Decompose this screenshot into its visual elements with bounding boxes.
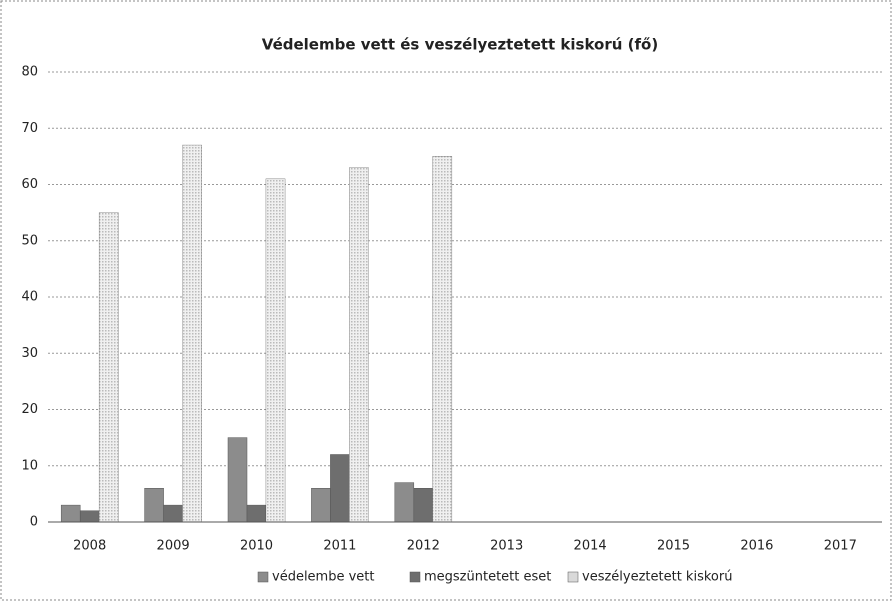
y-tick-label: 20 (21, 402, 38, 417)
legend-label: veszélyeztetett kiskorú (582, 570, 732, 585)
x-tick-label: 2009 (157, 539, 190, 554)
y-tick-label: 10 (21, 458, 38, 473)
x-tick-label: 2008 (73, 539, 106, 554)
legend-swatch (257, 571, 269, 583)
legend-label: megszüntetett eset (424, 570, 551, 585)
bar-texture (349, 167, 369, 522)
x-tick-label: 2014 (574, 539, 607, 554)
y-tick-label: 50 (21, 233, 38, 248)
x-tick-label: 2015 (657, 539, 690, 554)
x-tick-label: 2013 (490, 539, 523, 554)
bar-texture (182, 145, 202, 522)
legend-label: védelembe vett (272, 570, 374, 585)
bar-texture (432, 156, 452, 522)
y-tick-label: 60 (21, 177, 38, 192)
y-tick-label: 30 (21, 346, 38, 361)
bar (246, 504, 267, 523)
chart-title: Védelembe vett és veszélyeztetett kiskor… (262, 36, 658, 54)
bar (227, 437, 248, 523)
bar-texture (266, 178, 285, 522)
bar (394, 482, 415, 523)
bar (144, 488, 164, 523)
x-tick-label: 2010 (240, 539, 273, 554)
bar (163, 504, 183, 523)
x-tick-label: 2012 (407, 539, 440, 554)
x-tick-label: 2011 (323, 539, 356, 554)
y-tick-label: 40 (21, 290, 38, 305)
bar (311, 488, 331, 523)
legend-swatch (567, 571, 579, 583)
legend-swatch (409, 571, 421, 583)
bar (60, 504, 81, 523)
x-tick-label: 2017 (824, 539, 857, 554)
y-tick-label: 0 (30, 515, 38, 530)
y-tick-label: 80 (21, 65, 38, 80)
x-tick-label: 2016 (740, 539, 773, 554)
bar (330, 454, 350, 523)
bar (413, 488, 434, 523)
bar-texture (99, 212, 119, 522)
bar (79, 510, 100, 523)
y-tick-label: 70 (21, 121, 38, 136)
